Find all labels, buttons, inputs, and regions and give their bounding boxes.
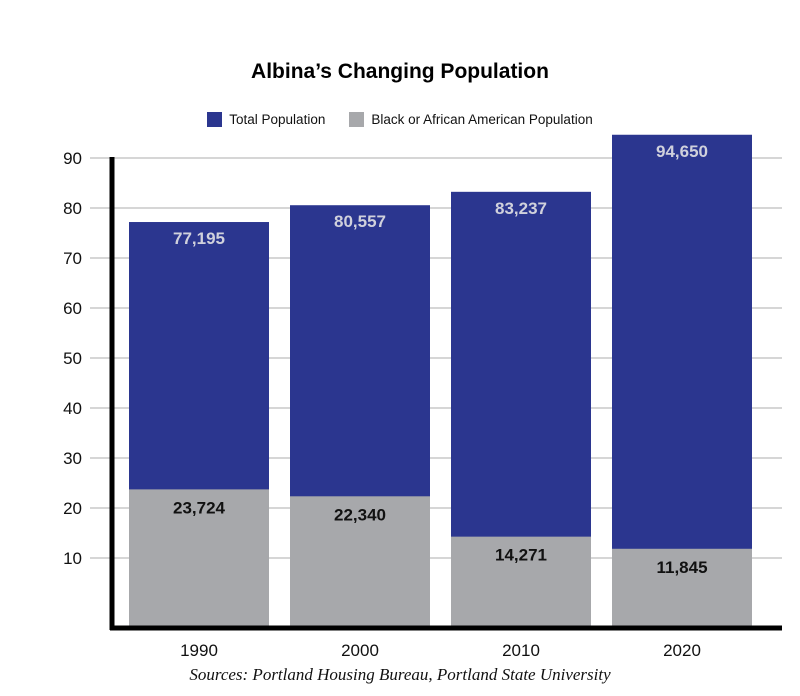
legend: Total Population Black or African Americ… — [0, 112, 800, 127]
bar-black-population-2020 — [612, 548, 752, 628]
y-tick-label-50: 50 — [63, 349, 82, 368]
y-tick-label-40: 40 — [63, 399, 82, 418]
legend-label-total: Total Population — [229, 112, 326, 127]
bar-total-2020 — [612, 134, 752, 628]
data-label-black-population-1990: 23,724 — [173, 498, 226, 517]
x-tick-label-2020: 2020 — [663, 641, 701, 660]
y-tick-label-10: 10 — [63, 549, 82, 568]
data-label-total-1990: 77,195 — [173, 229, 225, 248]
y-tick-label-30: 30 — [63, 449, 82, 468]
chart-title: Albina’s Changing Population — [251, 60, 549, 83]
y-tick-label-70: 70 — [63, 249, 82, 268]
y-tick-label-60: 60 — [63, 299, 82, 318]
bar-black-population-2000 — [290, 496, 430, 628]
data-label-black-population-2000: 22,340 — [334, 505, 386, 524]
bar-black-population-2010 — [451, 536, 591, 628]
x-tick-label-2000: 2000 — [341, 641, 379, 660]
source-note: Sources: Portland Housing Bureau, Portla… — [189, 665, 611, 684]
x-tick-label-1990: 1990 — [180, 641, 218, 660]
x-tick-label-2010: 2010 — [502, 641, 540, 660]
legend-swatch-total — [207, 112, 223, 127]
data-label-total-2010: 83,237 — [495, 199, 547, 218]
data-label-black-population-2020: 11,845 — [656, 558, 707, 577]
legend-swatch-black-population — [349, 112, 365, 127]
y-tick-label-90: 90 — [63, 149, 82, 168]
bar-black-population-1990 — [129, 489, 269, 628]
y-tick-label-80: 80 — [63, 199, 82, 218]
legend-label-black-population: Black or African American Population — [371, 112, 593, 127]
y-tick-label-20: 20 — [63, 499, 82, 518]
legend-item-black-population: Black or African American Population — [349, 112, 593, 127]
data-label-black-population-2010: 14,271 — [495, 546, 547, 565]
data-label-total-2000: 80,557 — [334, 212, 386, 231]
legend-item-total: Total Population — [207, 112, 325, 127]
data-label-total-2020: 94,650 — [656, 142, 708, 161]
